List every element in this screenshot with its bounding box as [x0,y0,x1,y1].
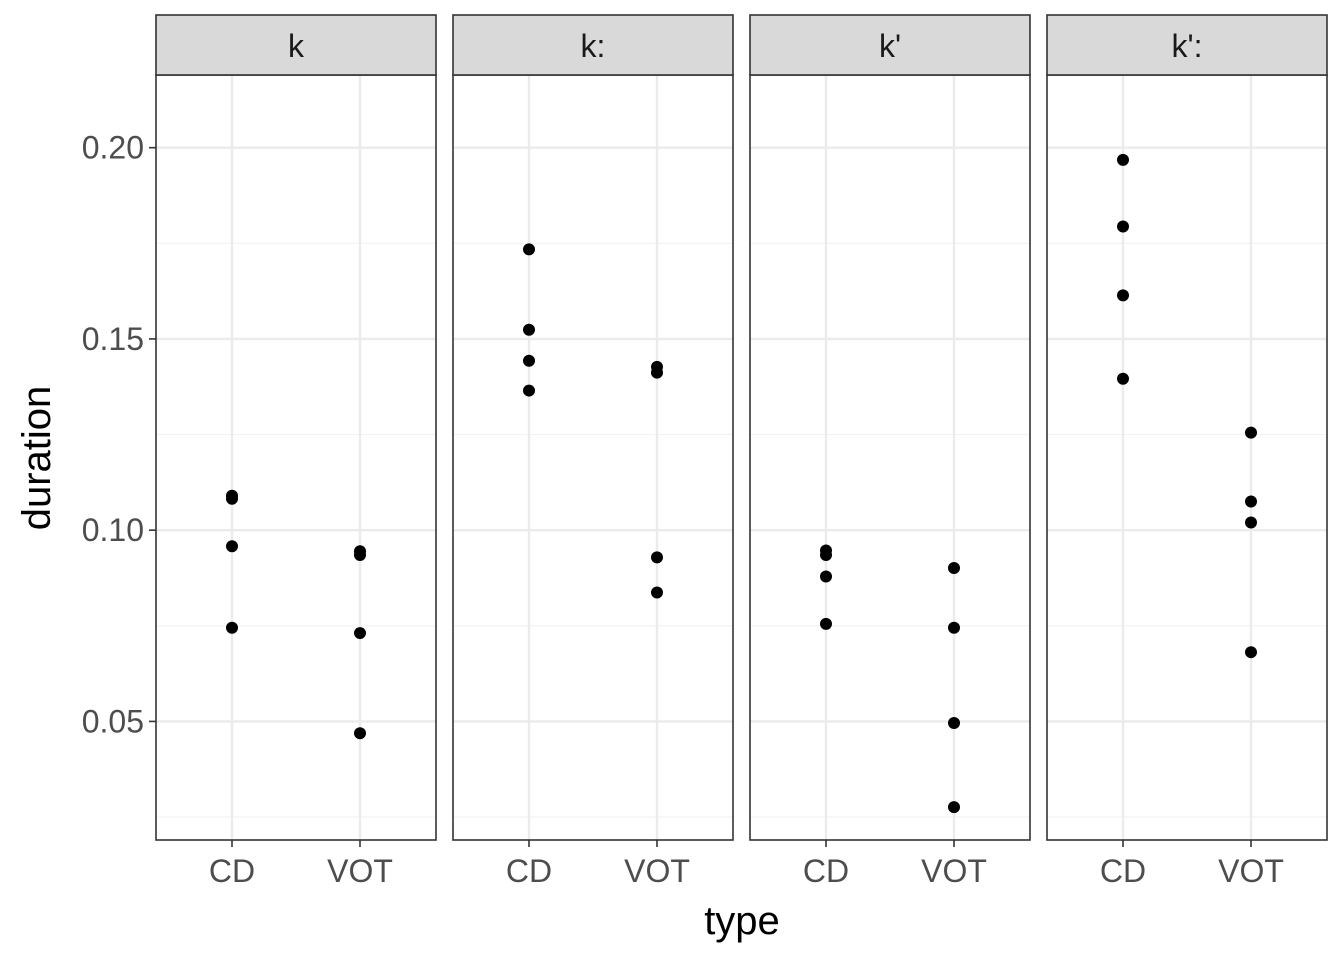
x-tick-label: CD [1100,853,1146,889]
data-point [1117,153,1129,166]
panel-background [453,75,733,840]
data-point [651,586,663,599]
y-axis: 0.05 0.10 0.15 0.20 [82,130,156,739]
y-tick-label: 0.15 [82,321,144,357]
y-axis-title: duration [15,386,59,531]
facet-strip [749,14,1031,76]
data-point [1245,646,1257,659]
data-point [523,354,535,367]
data-point [523,243,535,256]
data-point [948,562,960,575]
facet-strip [1046,14,1328,76]
data-point [1117,372,1129,385]
data-point [1245,426,1257,439]
panel-background [1047,75,1327,840]
data-point [226,540,238,553]
facet-strip [452,14,734,76]
data-point [820,617,832,630]
data-point [354,549,366,562]
y-tick-label: 0.10 [82,512,144,548]
facet-strip-label: k [288,28,305,64]
x-tick-label: CD [506,853,552,889]
facet-panel: k: CD VOT [452,14,734,889]
facet-panel: k CD VOT [155,14,437,889]
y-tick-label: 0.05 [82,703,144,739]
y-tick-label: 0.20 [82,130,144,166]
data-point [1245,495,1257,508]
facet-panels: k CD VOT k: CD VOT k' CD VOT k': CD VOT [155,14,1328,889]
x-axis-title: type [704,899,780,943]
facet-panel: k': CD VOT [1046,14,1328,889]
data-point [820,570,832,583]
x-tick-label: VOT [327,853,393,889]
x-tick-label: VOT [1218,853,1284,889]
facet-panel: k' CD VOT [749,14,1031,889]
facet-strip-label: k: [581,28,606,64]
x-tick-label: VOT [624,853,690,889]
data-point [354,727,366,740]
data-point [354,627,366,640]
panel-background [156,75,436,840]
x-tick-label: CD [803,853,849,889]
data-point [226,621,238,634]
facet-strip-label: k': [1172,28,1203,64]
data-point [948,716,960,729]
data-point [651,551,663,564]
facet-strip-label: k' [879,28,901,64]
panel-background [750,75,1030,840]
data-point [1117,289,1129,302]
data-point [820,549,832,562]
data-point [226,492,238,505]
data-point [523,323,535,336]
x-tick-label: CD [209,853,255,889]
data-point [948,801,960,814]
data-point [651,366,663,379]
data-point [1117,220,1129,233]
data-point [523,384,535,397]
data-point [948,621,960,634]
x-tick-label: VOT [921,853,987,889]
facet-strip [155,14,437,76]
data-point [1245,516,1257,529]
